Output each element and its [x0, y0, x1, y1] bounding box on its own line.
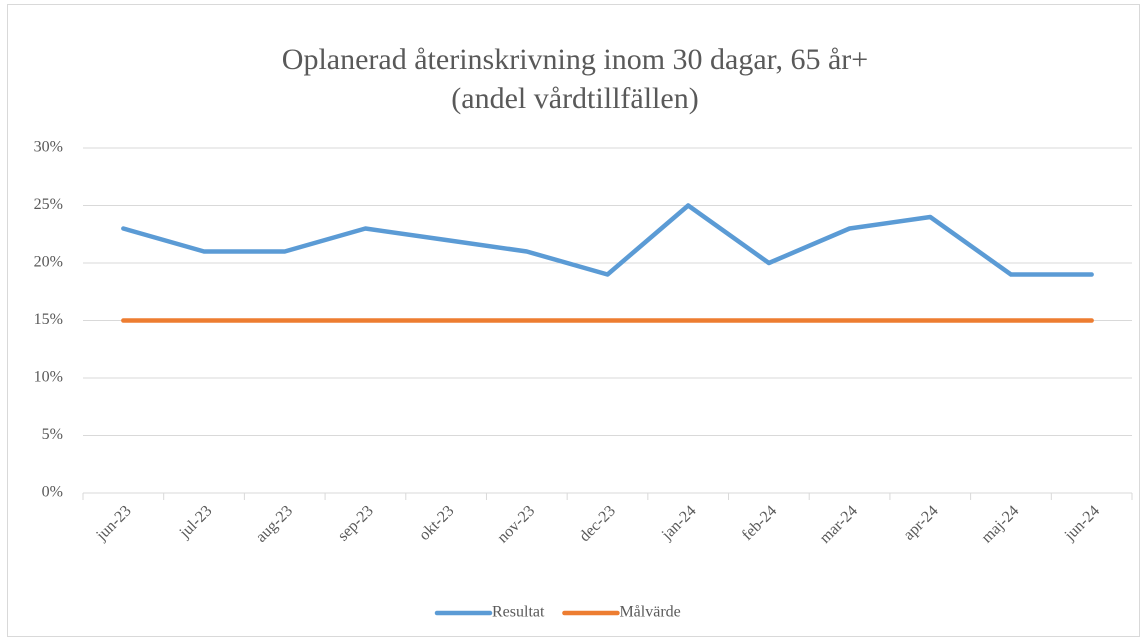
y-tick-label: 10% — [34, 369, 63, 386]
chart-subtitle: (andel vårdtillfällen) — [451, 82, 698, 115]
legend-label: Målvärde — [619, 604, 680, 621]
series-line — [121, 203, 1094, 277]
y-tick-label: 20% — [34, 254, 63, 271]
chart-title: Oplanerad återinskrivning inom 30 dagar,… — [282, 43, 868, 76]
y-tick-label: 15% — [34, 311, 63, 328]
y-tick-label: 5% — [42, 426, 63, 443]
legend-label: Resultat — [492, 604, 545, 621]
y-tick-label: 25% — [34, 196, 63, 213]
y-tick-label: 0% — [42, 484, 63, 501]
y-tick-label: 30% — [34, 139, 63, 156]
